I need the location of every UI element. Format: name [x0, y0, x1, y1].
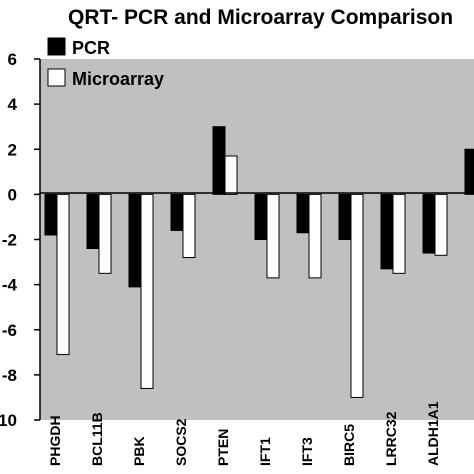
x-label-pbk: PBK [131, 436, 147, 466]
x-label-lrrc32: LRRC32 [383, 411, 399, 466]
legend-microarray-label: Microarray [72, 69, 164, 89]
bar-pcr-socs2 [170, 193, 184, 231]
bar-pcr-pten [212, 126, 226, 195]
bar-pcr-bcl11b [86, 193, 100, 250]
bar-pcr-unlabeled [464, 148, 474, 195]
legend: PCR Microarray [47, 37, 164, 89]
bar-pcr-lrrc32 [380, 193, 394, 270]
x-label-bcl11b: BCL11B [89, 412, 105, 466]
y-tick-label: 0 [8, 185, 17, 204]
y-tick-label: 10 [0, 411, 17, 430]
bar-microarray-ift1 [266, 193, 280, 279]
bar-pcr-aldh1a1 [422, 193, 436, 254]
y-tick-label: 2 [8, 140, 17, 159]
bars-group [44, 126, 474, 398]
x-label-pten: PTEN [215, 429, 231, 466]
x-label-phgdh: PHGDH [47, 415, 63, 466]
y-tick-label: 4 [8, 95, 18, 114]
x-labels-group: PHGDH BCL11B PBK SOCS2 PTEN IFT1 IFT3 BIRC5 LRRC… [47, 401, 441, 466]
x-label-ift3: IFT3 [299, 437, 315, 466]
x-label-aldh1a1: ALDH1A1 [425, 401, 441, 466]
bar-pcr-phgdh [44, 193, 58, 236]
chart-title: QRT- PCR and Microarray Comparison [68, 6, 453, 29]
bar-pcr-birc5 [338, 193, 352, 240]
y-ticks-group: 10 -8 -6 -4 -2 0 2 4 6 [0, 50, 40, 430]
bar-microarray-socs2 [182, 193, 196, 259]
legend-microarray-swatch [47, 68, 66, 87]
bar-pcr-ift1 [254, 193, 268, 240]
y-tick-label: 6 [8, 50, 17, 69]
y-tick-label: -8 [2, 366, 17, 385]
bar-pcr-pbk [128, 193, 142, 288]
bar-microarray-lrrc32 [392, 193, 406, 274]
bar-microarray-bcl11b [98, 193, 112, 274]
bar-microarray-aldh1a1 [434, 193, 448, 256]
x-label-birc5: BIRC5 [341, 424, 357, 466]
bar-microarray-phgdh [56, 193, 70, 356]
y-tick-label: -2 [2, 231, 17, 250]
y-tick-label: -4 [2, 276, 18, 295]
bar-microarray-ift3 [308, 193, 322, 279]
x-label-socs2: SOCS2 [173, 418, 189, 466]
y-tick-label: -6 [2, 321, 17, 340]
bar-microarray-birc5 [350, 193, 364, 398]
legend-pcr-label: PCR [72, 38, 110, 58]
bar-microarray-pbk [140, 193, 154, 389]
bar-microarray-pten [224, 155, 238, 195]
x-label-ift1: IFT1 [257, 437, 273, 466]
bar-pcr-ift3 [296, 193, 310, 234]
legend-pcr-swatch [47, 37, 66, 56]
